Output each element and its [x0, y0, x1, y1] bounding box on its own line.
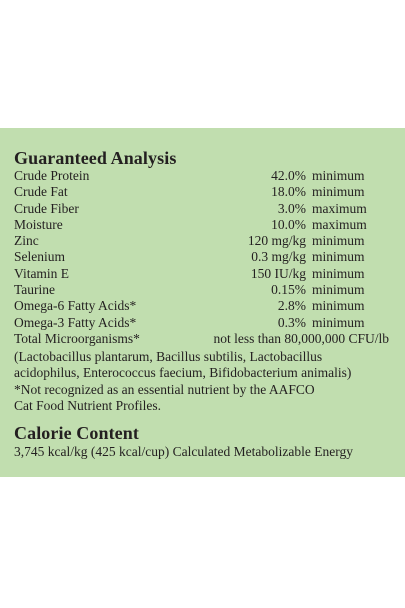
- guaranteed-analysis-heading: Guaranteed Analysis: [14, 148, 177, 168]
- analysis-row: Crude Fat 18.0% minimum: [14, 184, 394, 200]
- nutrient-value: 150 IU/kg: [250, 265, 306, 281]
- nutrient-name: Crude Fiber: [14, 200, 79, 216]
- nutrient-value: 10.0%: [271, 216, 306, 232]
- microorganisms-value: not less than 80,000,000 CFU/lb: [213, 330, 389, 346]
- note-line: (Lactobacillus plantarum, Bacillus subti…: [14, 349, 323, 364]
- analysis-row: Vitamin E 150 IU/kg minimum: [14, 266, 394, 282]
- nutrient-value: 2.8%: [277, 298, 306, 314]
- nutrient-name: Selenium: [14, 249, 65, 265]
- nutrient-qualifier: minimum: [312, 298, 365, 314]
- nutrient-value: 120 mg/kg: [247, 233, 306, 249]
- nutrient-value: 3.0%: [277, 200, 306, 216]
- nutrient-name: Omega-3 Fatty Acids*: [14, 314, 137, 330]
- note-line: *Not recognized as an essential nutrient…: [14, 381, 315, 397]
- analysis-row: Crude Fiber 3.0% maximum: [14, 201, 394, 217]
- nutrient-name: Crude Fat: [14, 184, 68, 200]
- nutrient-value: 0.15%: [271, 282, 306, 298]
- nutrient-name: Vitamin E: [14, 265, 70, 281]
- analysis-row: Crude Protein 42.0% minimum: [14, 168, 394, 184]
- nutrient-name: Omega-6 Fatty Acids*: [14, 298, 137, 314]
- note-line: acidophilus, Enterococcus faecium, Bifid…: [14, 365, 352, 381]
- analysis-row: Omega-3 Fatty Acids* 0.3% minimum: [14, 315, 394, 331]
- nutrient-qualifier: minimum: [312, 249, 365, 265]
- nutrient-name: Crude Protein: [14, 168, 90, 183]
- nutrient-value: 42.0%: [271, 168, 306, 183]
- nutrient-name: Zinc: [14, 233, 39, 249]
- nutrient-name: Moisture: [14, 216, 63, 232]
- analysis-row: Selenium 0.3 mg/kg minimum: [14, 249, 394, 265]
- microorganisms-name: Total Microorganisms*: [14, 330, 140, 346]
- analysis-row: Moisture 10.0% maximum: [14, 217, 394, 233]
- analysis-table: Crude Protein 42.0% minimum Crude Fat 18…: [14, 168, 394, 347]
- analysis-notes: (Lactobacillus plantarum, Bacillus subti…: [14, 349, 399, 414]
- analysis-row: Omega-6 Fatty Acids* 2.8% minimum: [14, 298, 394, 314]
- nutrient-value: 0.3%: [277, 314, 306, 330]
- nutrient-value: 18.0%: [271, 184, 306, 200]
- nutrient-qualifier: maximum: [312, 216, 367, 232]
- nutrient-qualifier: minimum: [312, 233, 365, 249]
- nutrient-value: 0.3 mg/kg: [251, 249, 306, 265]
- nutrition-panel: Guaranteed Analysis Crude Protein 42.0% …: [0, 128, 405, 477]
- nutrient-name: Taurine: [14, 282, 56, 298]
- note-line: Cat Food Nutrient Profiles.: [14, 397, 161, 413]
- nutrient-qualifier: minimum: [312, 265, 365, 281]
- calorie-content-heading: Calorie Content: [14, 423, 139, 443]
- nutrient-qualifier: maximum: [312, 200, 367, 216]
- nutrient-qualifier: minimum: [312, 168, 365, 183]
- calorie-content-text: 3,745 kcal/kg (425 kcal/cup) Calculated …: [14, 444, 354, 459]
- nutrient-qualifier: minimum: [312, 314, 365, 330]
- nutrient-qualifier: minimum: [312, 184, 365, 200]
- analysis-row: Taurine 0.15% minimum: [14, 282, 394, 298]
- analysis-row: Zinc 120 mg/kg minimum: [14, 233, 394, 249]
- nutrient-qualifier: minimum: [312, 282, 365, 298]
- microorganisms-row: Total Microorganisms* not less than 80,0…: [14, 331, 394, 347]
